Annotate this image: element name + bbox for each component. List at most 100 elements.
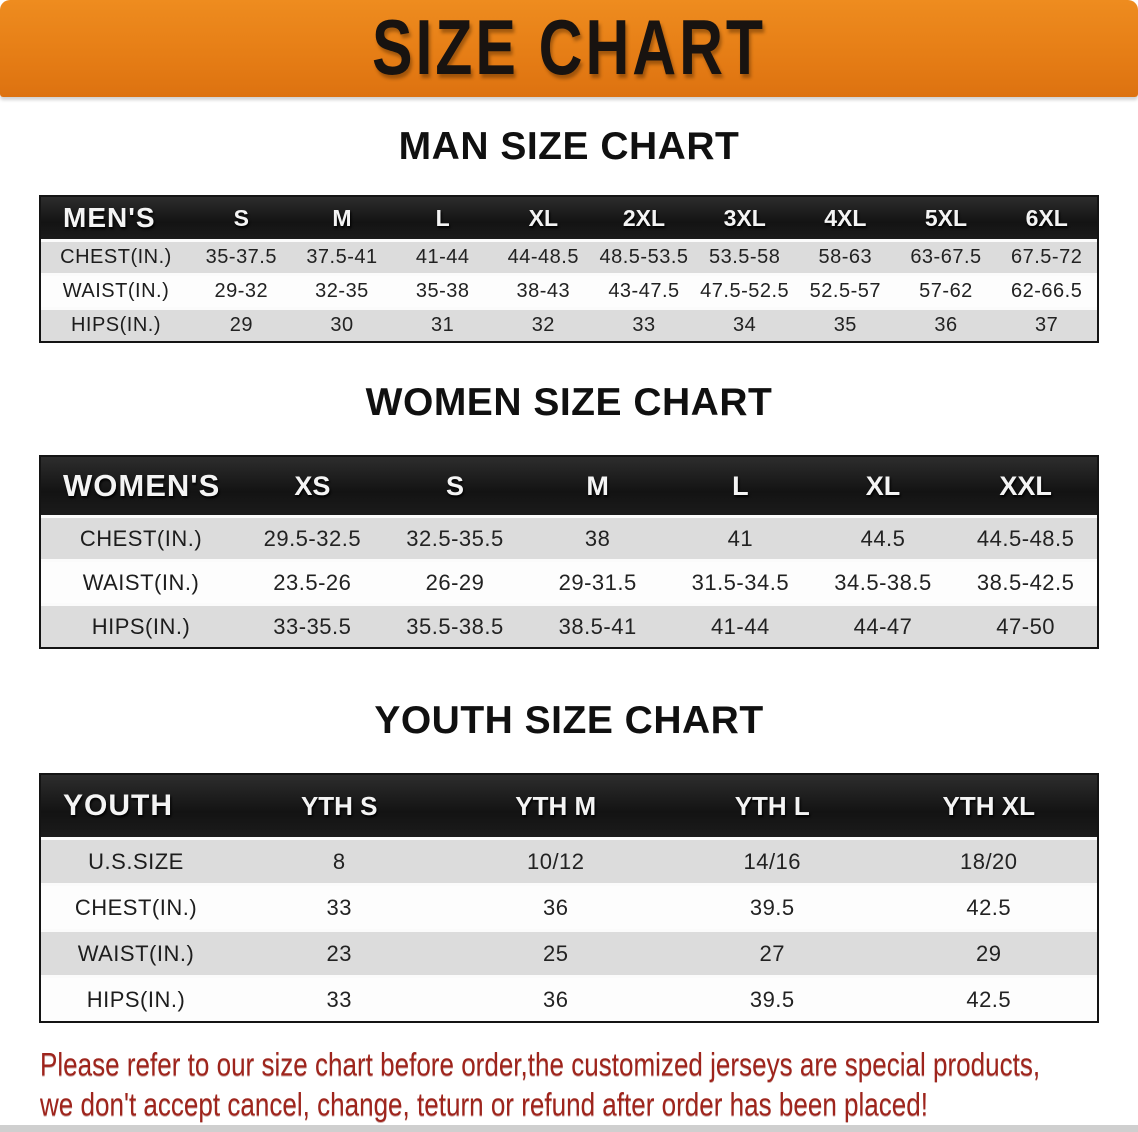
table-cell: 38 <box>584 525 611 551</box>
table-cell: 67.5-72 <box>1010 246 1083 268</box>
table-column-header: XL <box>865 470 901 501</box>
table-cell: 29 <box>229 314 253 336</box>
table-column-header: 3XL <box>723 204 766 231</box>
table-header-row: MEN'S S M L XL 2XL 3XL 4XL 5XL 6XL <box>41 197 1097 239</box>
table-cell: 26-29 <box>425 569 485 595</box>
table-cell: 23 <box>326 940 352 966</box>
table-cell: 58-63 <box>818 246 873 268</box>
table-cell: 33-35.5 <box>273 613 352 639</box>
men-size-section: MAN SIZE CHART MEN'S S M L XL 2XL 3XL 4XL 5XL 6XL… <box>0 123 1138 343</box>
table-cell: 35.5-38.5 <box>406 613 504 639</box>
table-cell: 41-44 <box>710 613 770 639</box>
table-cell: 36 <box>934 314 958 336</box>
youth-size-section: YOUTH SIZE CHART YOUTH YTH S YTH M YTH L YTH… <box>0 697 1138 1023</box>
table-cell: 14/16 <box>743 848 802 874</box>
table-cell: 23.5-26 <box>273 569 352 595</box>
table-column-header: L <box>732 470 749 501</box>
table-row: HIPS(IN.) 33-35.5 35.5-38.5 38.5-41 41-44 44-… <box>41 603 1097 647</box>
table-column-header: M <box>586 470 609 501</box>
women-size-table: WOMEN'S XS S M L XL XXL CHEST(IN.) 29.5-32.5 32.5… <box>39 455 1099 649</box>
table-cell: 31.5-34.5 <box>691 569 790 595</box>
table-cell: 32 <box>531 314 555 336</box>
table-cell: 29-31.5 <box>558 569 637 595</box>
table-row-label: U.S.SIZE <box>88 848 184 874</box>
table-cell: 32-35 <box>315 280 369 302</box>
table-row-label: WAIST(IN.) <box>62 280 170 302</box>
disclaimer-line-1: Please refer to our size chart before or… <box>40 1046 1041 1083</box>
table-cell: 25 <box>543 940 569 966</box>
table-cell: 52.5-57 <box>809 280 881 302</box>
table-row-label: CHEST(IN.) <box>60 246 172 268</box>
table-header-label: WOMEN'S <box>63 468 221 503</box>
table-header-label: MEN'S <box>63 202 156 233</box>
table-cell: 42.5 <box>966 894 1012 920</box>
table-cell: 38-43 <box>516 280 571 302</box>
table-cell: 34 <box>733 314 757 336</box>
table-row: HIPS(IN.) 33 36 39.5 42.5 <box>41 975 1097 1021</box>
table-header-label: YOUTH <box>63 789 173 822</box>
table-cell: 47-50 <box>996 613 1056 639</box>
table-column-header: XS <box>294 470 331 501</box>
table-row-label: HIPS(IN.) <box>86 986 186 1012</box>
table-cell: 30 <box>330 314 354 336</box>
table-column-header: 2XL <box>622 204 666 231</box>
table-cell: 33 <box>326 986 352 1012</box>
disclaimer-line-2: we don't accept cancel, change, teturn o… <box>40 1086 929 1123</box>
table-column-header: L <box>435 204 450 231</box>
table-cell: 29.5-32.5 <box>263 525 362 551</box>
disclaimer: Please refer to our size chart before or… <box>0 1045 1138 1125</box>
table-column-header: 6XL <box>1025 204 1068 231</box>
table-cell: 37.5-41 <box>306 246 378 268</box>
youth-size-table: YOUTH YTH S YTH M YTH L YTH XL U.S.SIZE 8 10/12… <box>39 773 1099 1023</box>
table-cell: 33 <box>632 314 656 336</box>
table-row-label: HIPS(IN.) <box>91 613 191 639</box>
banner: SIZE CHART <box>0 0 1138 97</box>
table-cell: 32.5-35.5 <box>406 525 504 551</box>
table-row-label: CHEST(IN.) <box>74 894 198 920</box>
table-cell: 35-37.5 <box>205 246 277 268</box>
table-cell: 63-67.5 <box>910 246 982 268</box>
youth-section-heading: YOUTH SIZE CHART <box>374 699 764 742</box>
table-cell: 44-47 <box>853 613 913 639</box>
banner-title: SIZE CHART <box>372 5 766 92</box>
table-cell: 48.5-53.5 <box>599 246 689 268</box>
table-row: U.S.SIZE 8 10/12 14/16 18/20 <box>41 837 1097 883</box>
table-cell: 10/12 <box>526 848 585 874</box>
table-column-header: YTH M <box>515 790 597 821</box>
table-column-header: YTH S <box>300 790 378 821</box>
table-column-header: YTH XL <box>942 790 1035 821</box>
table-column-header: 4XL <box>824 204 867 231</box>
table-cell: 29-32 <box>214 280 269 302</box>
table-column-header: 5XL <box>924 204 968 231</box>
table-cell: 18/20 <box>959 848 1018 874</box>
table-cell: 39.5 <box>749 986 795 1012</box>
table-column-header: XL <box>528 204 559 231</box>
table-row: WAIST(IN.) 23.5-26 26-29 29-31.5 31.5-34.5 34… <box>41 559 1097 603</box>
table-cell: 44.5-48.5 <box>976 525 1075 551</box>
table-cell: 47.5-52.5 <box>700 280 790 302</box>
table-column-header: YTH L <box>734 790 810 821</box>
table-cell: 37 <box>1035 314 1059 336</box>
table-row-label: CHEST(IN.) <box>79 525 203 551</box>
table-cell: 62-66.5 <box>1010 280 1083 302</box>
table-row: HIPS(IN.) 29 30 31 32 33 34 35 36 37 <box>41 307 1097 341</box>
table-cell: 43-47.5 <box>608 280 680 302</box>
table-column-header: S <box>233 204 249 231</box>
table-cell: 44.5 <box>860 525 906 551</box>
table-cell: 41 <box>727 525 754 551</box>
table-cell: 57-62 <box>919 280 973 302</box>
table-cell: 41-44 <box>415 246 470 268</box>
table-column-header: XXL <box>999 470 1052 501</box>
table-header-row: WOMEN'S XS S M L XL XXL <box>41 457 1097 515</box>
table-cell: 35 <box>833 314 857 336</box>
men-section-heading: MAN SIZE CHART <box>398 125 740 168</box>
table-row: CHEST(IN.) 29.5-32.5 32.5-35.5 38 41 44.5 44.5… <box>41 515 1097 559</box>
table-cell: 27 <box>759 940 785 966</box>
table-cell: 44-48.5 <box>507 246 579 268</box>
table-cell: 42.5 <box>966 986 1012 1012</box>
table-cell: 36 <box>543 894 569 920</box>
table-cell: 38.5-41 <box>558 613 637 639</box>
table-cell: 36 <box>543 986 569 1012</box>
table-row: WAIST(IN.) 23 25 27 29 <box>41 929 1097 975</box>
